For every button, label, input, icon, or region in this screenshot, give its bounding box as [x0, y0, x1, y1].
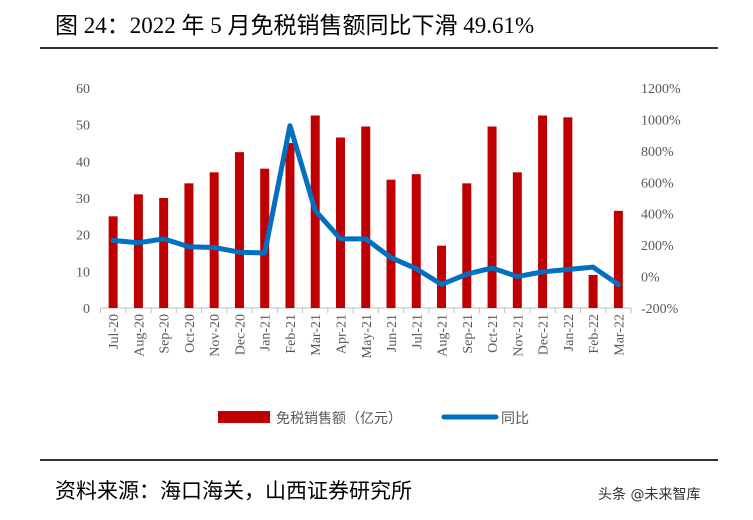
y-left-tick-label: 60: [76, 82, 90, 97]
y-right-tick-label: -200%: [641, 302, 679, 317]
x-tick-label: Feb-21: [284, 314, 299, 354]
y-left-tick-label: 0: [83, 302, 90, 317]
line-point: [137, 242, 139, 244]
x-tick-label: Dec-21: [537, 314, 552, 355]
x-tick-label: Aug-21: [436, 314, 451, 357]
x-tick-label: Jun-21: [385, 314, 400, 352]
y-left-tick-label: 30: [76, 192, 90, 207]
line-point: [365, 238, 367, 240]
legend-swatch-bar: [218, 411, 270, 423]
line-point: [238, 251, 240, 253]
line-point: [289, 125, 291, 127]
top-divider: [40, 47, 718, 49]
line-point: [213, 247, 215, 248]
x-tick-label: May-21: [360, 314, 375, 358]
x-tick-label: Nov-21: [511, 314, 526, 357]
x-tick-label: Sep-20: [158, 314, 173, 354]
bar: [538, 115, 548, 308]
bar: [613, 210, 623, 308]
x-tick-label: Jul-20: [107, 314, 122, 349]
bar: [133, 194, 143, 308]
bar: [361, 126, 371, 308]
x-tick-label: Oct-20: [183, 314, 198, 353]
bar: [411, 174, 421, 308]
y-left-tick-label: 20: [76, 229, 90, 244]
bar: [386, 179, 396, 308]
line-point: [112, 239, 114, 241]
x-tick-label: Jul-21: [410, 314, 425, 349]
line-point: [542, 271, 544, 273]
line-point: [415, 268, 417, 270]
line-point: [163, 238, 165, 240]
watermark: 头条 @未来智库: [598, 487, 701, 503]
y-right-tick-label: 1200%: [641, 82, 681, 97]
y-right-tick-label: 600%: [641, 176, 674, 191]
source-note: 资料来源：海口海关，山西证券研究所: [55, 479, 412, 503]
bar: [234, 152, 244, 308]
x-tick-label: Nov-20: [208, 314, 223, 357]
bar: [512, 172, 522, 308]
line-point: [441, 283, 443, 285]
bar: [335, 137, 345, 308]
y-right-tick-label: 0%: [641, 271, 660, 286]
bar: [487, 126, 497, 308]
line-point: [592, 266, 594, 268]
bar: [159, 198, 169, 308]
line-point: [491, 267, 493, 269]
chart: 0 10 20 30 40 50 60 -200% 0% 200% 400% 600% 800% 1000…: [76, 82, 681, 427]
bar: [437, 245, 447, 308]
line-point: [516, 276, 518, 278]
y-left-tick-label: 50: [76, 119, 90, 134]
x-tick-label: Jan-21: [259, 314, 274, 351]
figure-title: 图 24：2022 年 5 月免税销售额同比下滑 49.61%: [55, 13, 535, 38]
bar: [588, 275, 598, 308]
line-point: [264, 252, 266, 254]
x-tick-label: Feb-22: [587, 314, 602, 354]
legend-label: 免税销售额（亿元）: [276, 411, 402, 427]
bar: [462, 183, 472, 308]
x-tick-label: Dec-20: [233, 314, 248, 355]
line-point: [339, 238, 341, 240]
x-tick-label: Sep-21: [461, 314, 476, 354]
bar: [285, 143, 295, 308]
line-point: [617, 283, 619, 285]
bar: [209, 172, 219, 308]
bottom-divider: [40, 459, 718, 461]
bar: [108, 216, 118, 308]
x-tick-label: Oct-21: [486, 314, 501, 353]
x-tick-label: Apr-21: [334, 314, 349, 354]
y-right-tick-label: 1000%: [641, 113, 681, 128]
line-point: [314, 210, 316, 212]
y-right-tick-label: 200%: [641, 239, 674, 254]
bar: [260, 168, 270, 308]
line-point: [567, 269, 569, 270]
y-left-tick-label: 10: [76, 265, 90, 280]
bar: [563, 117, 573, 308]
line-point: [188, 246, 190, 248]
x-tick-label: Jan-22: [562, 314, 577, 351]
y-left-tick-label: 40: [76, 155, 90, 170]
line-point: [390, 257, 392, 259]
legend-label: 同比: [501, 411, 529, 427]
line-point: [466, 273, 468, 275]
x-tick-label: Mar-21: [309, 314, 324, 356]
x-tick-label: Mar-22: [612, 314, 627, 356]
y-right-tick-label: 800%: [641, 145, 674, 160]
x-tick-label: Aug-20: [132, 314, 147, 357]
y-right-tick-label: 400%: [641, 208, 674, 223]
